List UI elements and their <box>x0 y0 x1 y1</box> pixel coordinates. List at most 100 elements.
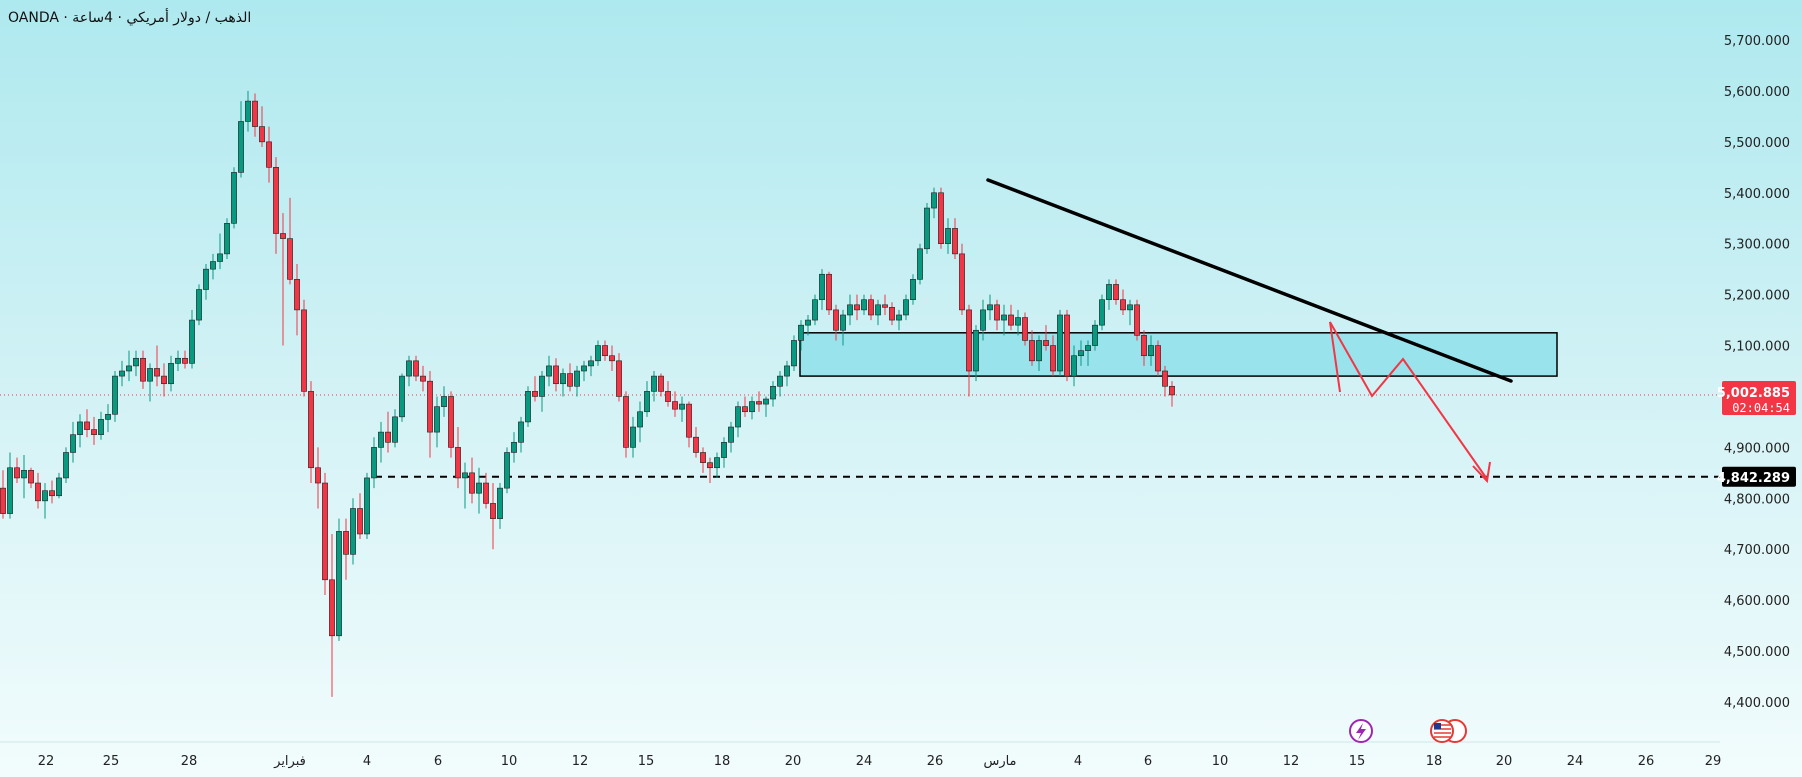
candle-body <box>322 482 328 581</box>
candle <box>252 93 258 137</box>
candle <box>651 371 657 402</box>
projection-path[interactable] <box>1329 321 1488 480</box>
candle <box>973 325 979 382</box>
candle-body <box>770 385 776 400</box>
candle <box>1071 345 1077 387</box>
current-price-badge[interactable] <box>1722 380 1796 415</box>
candle <box>238 101 244 178</box>
candles <box>0 90 1175 697</box>
candle-body <box>980 309 986 331</box>
candle <box>931 187 937 219</box>
date-tick-label: 6 <box>1144 754 1152 769</box>
candle <box>1162 365 1168 397</box>
candle <box>798 320 804 351</box>
drawings[interactable] <box>986 178 1513 484</box>
candle <box>1120 289 1126 315</box>
candle-body <box>336 531 342 637</box>
candle-body <box>1120 299 1126 311</box>
candle <box>1008 304 1014 331</box>
candle <box>469 457 475 504</box>
candle-body <box>784 365 790 377</box>
us-flag-icon[interactable] <box>1430 719 1467 743</box>
candle <box>553 358 559 392</box>
candle-body <box>35 482 41 502</box>
candle-body <box>91 429 97 435</box>
candle-body <box>126 365 132 372</box>
candle <box>42 483 48 519</box>
price-tick-label: 4,700.000 <box>1724 543 1790 558</box>
candle-body <box>203 268 209 290</box>
price-tick-label: 4,900.000 <box>1724 441 1790 456</box>
candle <box>56 472 62 499</box>
resistance-zone-box[interactable] <box>799 332 1558 377</box>
candle-body <box>721 441 727 458</box>
candle <box>140 350 146 389</box>
candle <box>406 355 412 387</box>
candle <box>84 409 90 438</box>
candle-body <box>413 360 419 377</box>
candle <box>840 309 846 346</box>
candle <box>98 411 104 440</box>
candle <box>441 386 447 417</box>
candle <box>868 294 874 321</box>
candle-body <box>910 279 916 301</box>
candle-body <box>189 319 195 364</box>
candle-body <box>175 357 181 364</box>
candle <box>224 218 230 259</box>
candle-body <box>1057 314 1063 372</box>
candle-body <box>875 304 881 316</box>
candle <box>581 360 587 382</box>
candle <box>7 452 13 519</box>
candle <box>511 432 517 463</box>
candle <box>721 437 727 468</box>
date-tick-label: 15 <box>1349 754 1366 769</box>
price-tick-label: 5,700.000 <box>1724 34 1790 49</box>
candle <box>427 371 433 458</box>
candle-body <box>196 289 202 321</box>
candle <box>266 126 272 183</box>
candle-body <box>966 309 972 372</box>
candle <box>1036 335 1042 371</box>
candle <box>630 416 636 458</box>
candle <box>980 299 986 341</box>
candle <box>847 294 853 326</box>
candle <box>308 381 314 484</box>
candle-body <box>0 487 6 514</box>
candle-body <box>1155 345 1161 372</box>
candle-body <box>1029 340 1035 362</box>
candle-body <box>301 309 307 392</box>
candle-body <box>602 345 608 357</box>
descending-trendline[interactable] <box>986 178 1513 383</box>
date-tick-label: 20 <box>1496 754 1513 769</box>
candle-body <box>462 472 468 479</box>
candle-body <box>1050 345 1056 372</box>
candle-body <box>518 421 524 443</box>
candle-body <box>490 503 496 519</box>
candle <box>1148 335 1154 366</box>
lightning-icon[interactable] <box>1349 719 1373 743</box>
candle-body <box>1064 314 1070 377</box>
price-axis[interactable]: 5,700.000 5,600.000 5,500.000 5,400.000 5,30… <box>1717 34 1796 711</box>
candle <box>126 350 132 382</box>
candle <box>63 447 69 484</box>
candle-body <box>1141 335 1147 357</box>
time-axis[interactable]: 22 25 28 فبراير 4 6 10 12 15 18 20 24 26 مارس 4 6 10 12 15… <box>0 741 1721 769</box>
candle-body <box>385 431 391 443</box>
candle <box>637 401 643 443</box>
candle <box>280 213 286 346</box>
candle-body <box>1113 284 1119 301</box>
candle-body <box>1022 317 1028 341</box>
candle-body <box>896 314 902 321</box>
event-markers[interactable] <box>1349 719 1467 743</box>
candle-body <box>231 172 237 224</box>
candle <box>595 340 601 366</box>
candle <box>532 376 538 402</box>
resistance-zone[interactable] <box>799 332 1558 377</box>
candle <box>791 335 797 371</box>
candle <box>784 360 790 387</box>
candle-body <box>623 396 629 448</box>
candle-body <box>371 447 377 479</box>
support-level-badge[interactable] <box>1722 466 1796 487</box>
candle <box>938 187 944 249</box>
